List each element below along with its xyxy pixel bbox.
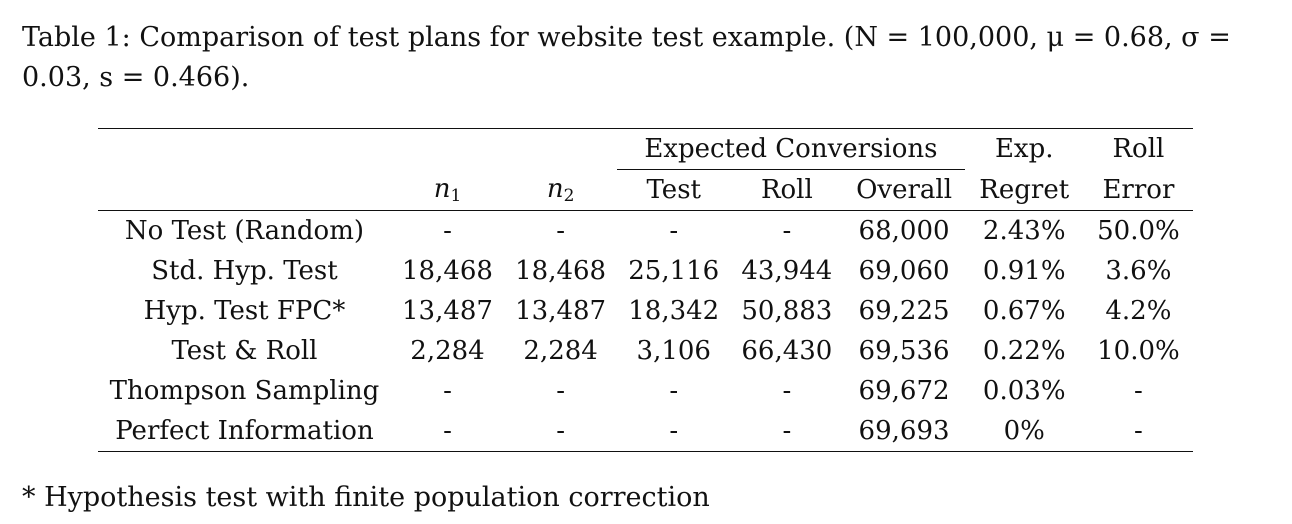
cell-overall: 69,693 bbox=[858, 416, 950, 446]
caption-text: Comparison of test plans for website tes… bbox=[139, 22, 836, 53]
header-regret: Regret bbox=[979, 174, 1070, 205]
cell-roll: 66,430 bbox=[741, 336, 833, 366]
header-empty bbox=[98, 170, 391, 211]
table-caption: Table 1: Comparison of test plans for we… bbox=[22, 18, 1272, 98]
footnote: * Hypothesis test with finite population… bbox=[22, 482, 710, 513]
header-row-2: n1 n2 Test Roll Overall Regret Error bbox=[98, 170, 1193, 211]
header-n2-base: n bbox=[546, 173, 564, 204]
cell-n2: - bbox=[556, 416, 566, 446]
table-row: Std. Hyp. Test 18,468 18,468 25,116 43,944 69… bbox=[98, 251, 1193, 291]
cell-error: - bbox=[1134, 416, 1143, 446]
header-error: Error bbox=[1102, 174, 1175, 205]
cell-regret: 0.22% bbox=[982, 336, 1066, 366]
header-roll-top: Roll bbox=[1112, 134, 1165, 165]
header-n1-base: n bbox=[433, 173, 451, 204]
table-row: No Test (Random) - - - - 68,000 2.43% 50.0% bbox=[98, 211, 1193, 252]
cell-roll: - bbox=[782, 216, 792, 246]
cell-error: - bbox=[1134, 376, 1143, 406]
table-row: Thompson Sampling - - - - 69,672 0.03% - bbox=[98, 371, 1193, 411]
cell-error: 4.2% bbox=[1105, 296, 1172, 326]
cell-regret: 0.03% bbox=[982, 376, 1066, 406]
cell-overall: 68,000 bbox=[858, 216, 950, 246]
cell-test: 3,106 bbox=[636, 336, 711, 366]
row-label: Test & Roll bbox=[171, 336, 318, 366]
caption-params: (N = 100,000, μ = 0.68, σ = 0.03, s = 0.… bbox=[22, 22, 1231, 93]
cell-regret: 0% bbox=[1003, 416, 1045, 446]
header-empty bbox=[391, 129, 504, 170]
header-n1-sub: 1 bbox=[450, 185, 462, 206]
header-expected-conversions: Expected Conversions bbox=[617, 128, 965, 170]
cell-overall: 69,225 bbox=[858, 296, 950, 326]
cell-regret: 0.91% bbox=[982, 256, 1066, 286]
cell-test: - bbox=[669, 416, 679, 446]
cell-error: 3.6% bbox=[1105, 256, 1172, 286]
header-exp: Exp. bbox=[994, 134, 1054, 165]
cell-error: 50.0% bbox=[1097, 216, 1180, 246]
header-n1: n1 bbox=[391, 170, 504, 211]
row-label: Perfect Information bbox=[115, 416, 374, 446]
cell-n1: 2,284 bbox=[410, 336, 485, 366]
row-label: Thompson Sampling bbox=[109, 376, 380, 406]
table-row: Test & Roll 2,284 2,284 3,106 66,430 69,536 0.… bbox=[98, 331, 1193, 371]
cell-roll: - bbox=[782, 416, 792, 446]
cell-n2: 2,284 bbox=[523, 336, 598, 366]
cell-test: - bbox=[669, 216, 679, 246]
cell-test: - bbox=[669, 376, 679, 406]
cell-n2: - bbox=[556, 376, 566, 406]
header-empty bbox=[98, 129, 391, 170]
cell-test: 18,342 bbox=[628, 296, 720, 326]
header-n2-sub: 2 bbox=[563, 185, 575, 206]
row-label: No Test (Random) bbox=[124, 216, 365, 246]
cell-roll: 50,883 bbox=[741, 296, 833, 326]
cell-n2: - bbox=[556, 216, 566, 246]
header-row-1: Expected Conversions Exp. Roll bbox=[98, 128, 1193, 170]
cell-n1: - bbox=[443, 376, 452, 406]
cell-roll: 43,944 bbox=[741, 256, 833, 286]
row-label: Std. Hyp. Test bbox=[151, 256, 338, 286]
cell-n1: - bbox=[443, 416, 452, 446]
cell-n1: 18,468 bbox=[402, 256, 493, 286]
cell-roll: - bbox=[782, 376, 792, 406]
cell-test: 25,116 bbox=[628, 256, 720, 286]
row-label: Hyp. Test FPC* bbox=[143, 296, 346, 326]
header-roll: Roll bbox=[760, 175, 813, 205]
table-body: No Test (Random) - - - - 68,000 2.43% 50.0% Std.… bbox=[98, 211, 1193, 452]
header-empty bbox=[504, 129, 617, 170]
cell-error: 10.0% bbox=[1097, 336, 1180, 366]
header-overall: Overall bbox=[856, 175, 953, 205]
cell-n2: 18,468 bbox=[515, 256, 607, 286]
cell-regret: 0.67% bbox=[982, 296, 1066, 326]
results-table: Expected Conversions Exp. Roll n1 n2 Tes… bbox=[98, 128, 1193, 452]
table-row: Perfect Information - - - - 69,693 0% - bbox=[98, 411, 1193, 452]
cell-n2: 13,487 bbox=[515, 296, 607, 326]
cell-n1: - bbox=[443, 216, 452, 246]
cell-n1: 13,487 bbox=[402, 296, 493, 326]
cell-regret: 2.43% bbox=[982, 216, 1066, 246]
cell-overall: 69,536 bbox=[858, 336, 950, 366]
cell-overall: 69,060 bbox=[858, 256, 950, 286]
results-table-container: Expected Conversions Exp. Roll n1 n2 Tes… bbox=[98, 128, 1193, 452]
header-n2: n2 bbox=[504, 170, 617, 211]
header-test: Test bbox=[646, 175, 701, 205]
table-row: Hyp. Test FPC* 13,487 13,487 18,342 50,883 69… bbox=[98, 291, 1193, 331]
cell-overall: 69,672 bbox=[858, 376, 950, 406]
caption-label: Table 1: bbox=[22, 22, 131, 53]
